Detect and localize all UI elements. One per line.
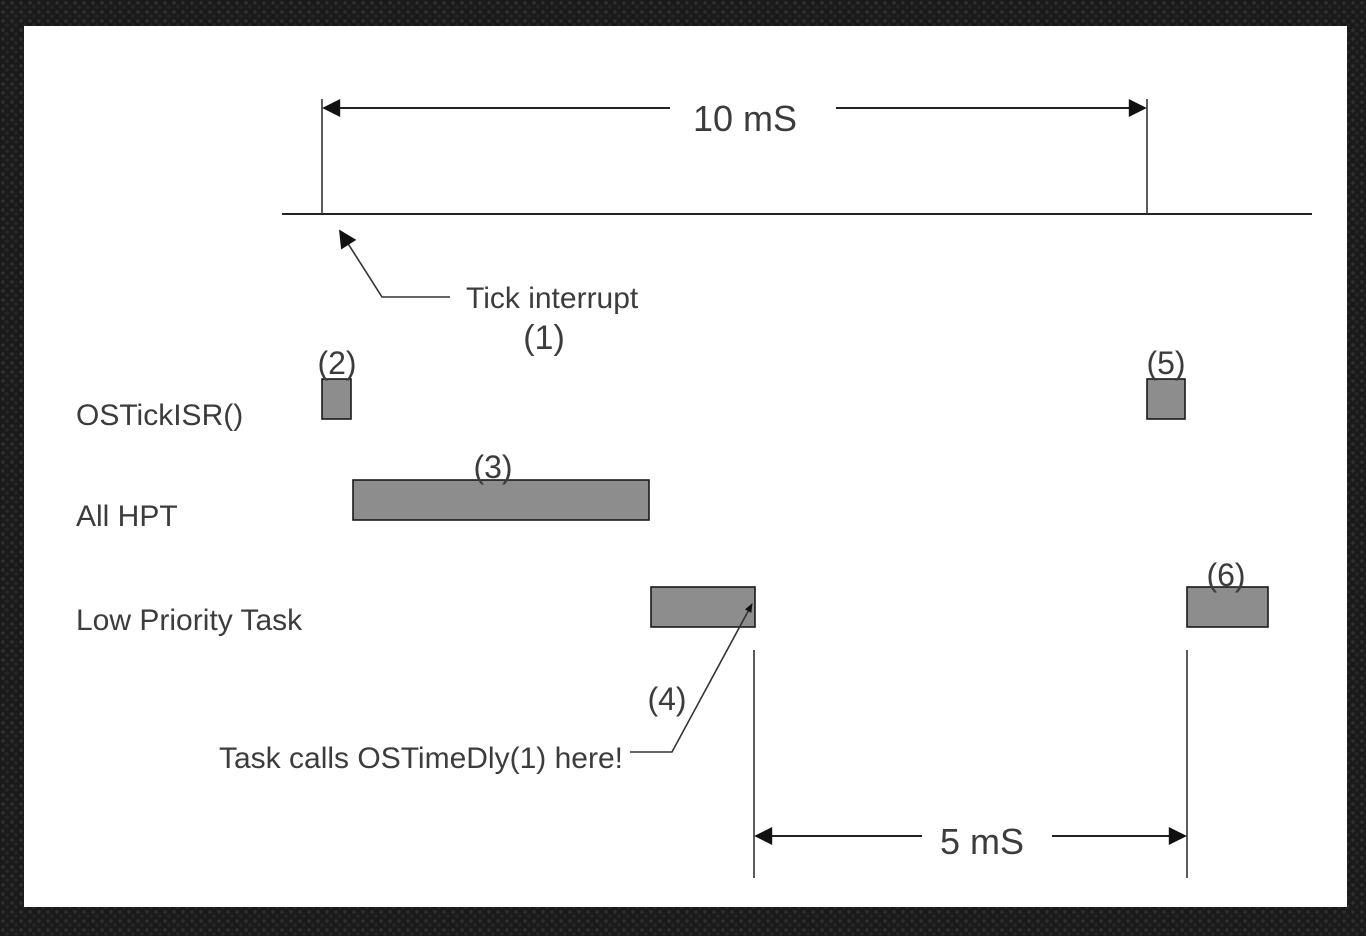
tick-interrupt-callout: Tick interrupt (1)	[339, 229, 639, 357]
slide-canvas: 10 mS Tick interrupt (1) OSTickISR() All…	[24, 26, 1347, 907]
hpt-bar	[352, 479, 650, 521]
marker-6: (6)	[1206, 557, 1245, 593]
marker-4: (4)	[647, 681, 686, 717]
tick-interrupt-label: Tick interrupt	[466, 282, 639, 315]
isr-bar-second	[1146, 378, 1186, 420]
low-task-bar-second	[1186, 586, 1269, 628]
marker-2: (2)	[317, 345, 356, 381]
delay-label: 5 mS	[940, 821, 1024, 862]
period-label: 10 mS	[693, 98, 797, 139]
row-label-isr: OSTickISR()	[76, 399, 243, 432]
period-dimension: 10 mS	[322, 98, 1147, 139]
marker-5: (5)	[1146, 345, 1185, 381]
osTimeDly-callout: (4) Task calls OSTimeDly(1) here!	[219, 603, 753, 775]
call-note-label: Task calls OSTimeDly(1) here!	[219, 742, 623, 775]
marker-1: (1)	[523, 319, 565, 357]
delay-dimension: 5 mS	[754, 821, 1187, 862]
isr-bar-first	[321, 378, 352, 420]
row-label-hpt: All HPT	[76, 500, 178, 533]
row-label-low-priority: Low Priority Task	[76, 604, 303, 637]
marker-3: (3)	[473, 449, 512, 485]
call-pointer-arrow	[630, 603, 753, 753]
timing-diagram: 10 mS Tick interrupt (1) OSTickISR() All…	[76, 98, 1312, 878]
tick-pointer-arrow	[339, 229, 450, 298]
low-task-bar-first	[650, 586, 756, 628]
